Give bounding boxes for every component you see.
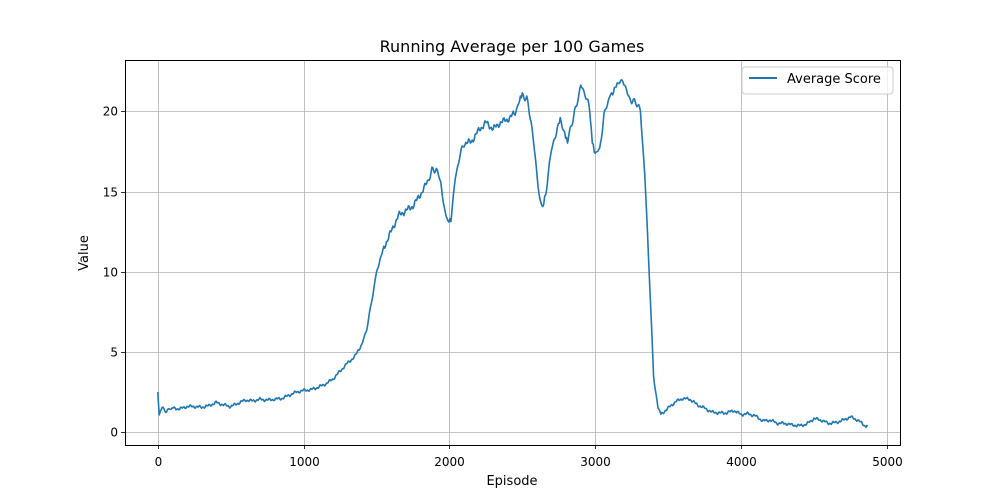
- legend: Average Score: [741, 66, 894, 95]
- x-tick-label: 0: [155, 455, 163, 469]
- y-tick-label: 20: [103, 105, 118, 119]
- y-axis-label: Value: [77, 235, 92, 271]
- x-tick-label: 1000: [289, 455, 320, 469]
- x-tick-label: 2000: [434, 455, 465, 469]
- y-tick-label: 10: [103, 266, 118, 280]
- plot-frame: [125, 60, 901, 446]
- series-line-average-score: [157, 78, 869, 429]
- y-tick-label: 15: [103, 186, 118, 200]
- chart-title: Running Average per 100 Games: [380, 37, 645, 56]
- y-tick-label: 0: [110, 426, 118, 440]
- legend-box: [741, 66, 894, 95]
- x-tick-label: 3000: [580, 455, 611, 469]
- y-tick-label: 5: [110, 346, 118, 360]
- x-tick-label: 5000: [872, 455, 903, 469]
- series-layer: [157, 78, 869, 429]
- legend-entry-average-score: Average Score: [787, 72, 881, 87]
- x-tick-label: 4000: [726, 455, 757, 469]
- x-axis-label: Episode: [486, 474, 537, 489]
- axis-ticks: 0 1000 2000 3000 4000 5000 0 5 10 15 20: [103, 105, 903, 470]
